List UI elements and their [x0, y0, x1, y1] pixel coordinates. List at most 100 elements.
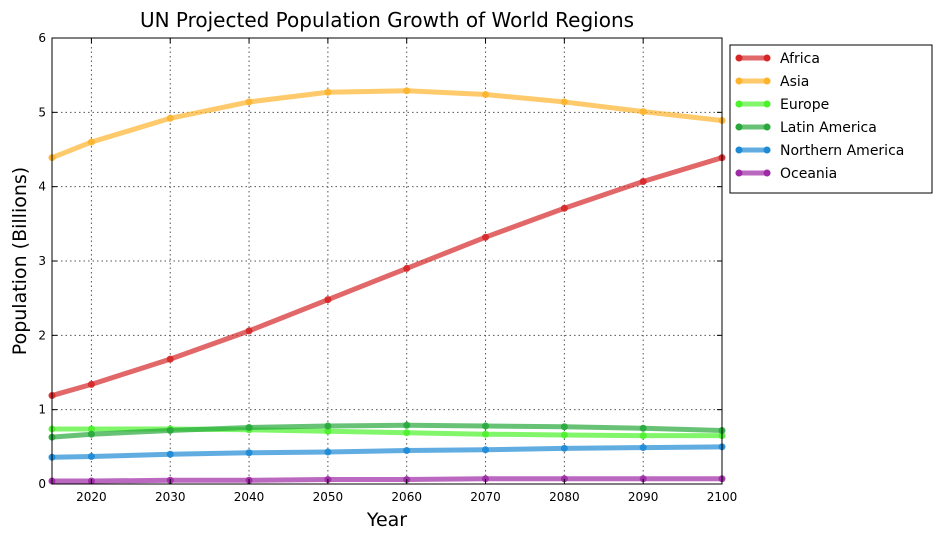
data-point-africa	[166, 355, 174, 363]
series-northern-america	[48, 443, 726, 461]
legend-marker	[763, 146, 771, 154]
series-line-latin-america	[49, 422, 725, 440]
series-layer	[48, 87, 726, 485]
data-point-europe	[482, 430, 490, 438]
data-point-latin-america	[245, 424, 253, 432]
x-tick-label: 2040	[234, 490, 265, 504]
x-tick-label: 2030	[155, 490, 186, 504]
legend-marker	[735, 77, 743, 85]
legend-label: Northern America	[780, 143, 904, 159]
data-point-northern-america	[324, 448, 332, 456]
legend-marker	[735, 169, 743, 177]
legend: Africa Asia Europe Latin America Northern Am…	[729, 44, 933, 194]
legend-label: Asia	[780, 74, 809, 90]
legend-marker	[763, 100, 771, 108]
y-tick-label: 5	[38, 105, 46, 119]
data-point-asia	[482, 90, 490, 98]
legend-marker	[763, 123, 771, 131]
data-point-northern-america	[560, 444, 568, 452]
data-point-asia	[166, 114, 174, 122]
data-point-africa	[482, 233, 490, 241]
data-point-latin-america	[482, 422, 490, 430]
data-point-europe	[560, 431, 568, 439]
series-line-northern-america	[49, 444, 725, 460]
legend-label: Latin America	[780, 120, 877, 136]
y-tick-label: 3	[38, 254, 46, 268]
legend-label: Oceania	[780, 166, 837, 182]
series-latin-america	[48, 421, 726, 441]
legend-item-africa: Africa	[735, 51, 820, 67]
legend-label: Europe	[780, 97, 829, 113]
series-oceania	[48, 475, 726, 485]
data-point-northern-america	[639, 444, 647, 452]
legend-item-oceania: Oceania	[735, 166, 837, 182]
data-point-oceania	[560, 475, 568, 483]
data-point-asia	[87, 138, 95, 146]
legend-item-asia: Asia	[735, 74, 809, 90]
y-tick-label: 0	[38, 477, 46, 491]
x-tick-label: 2100	[707, 490, 738, 504]
series-asia	[48, 87, 726, 162]
legend-item-northern-america: Northern America	[735, 143, 904, 159]
data-point-africa	[560, 204, 568, 212]
data-point-northern-america	[403, 447, 411, 455]
data-point-europe	[403, 429, 411, 437]
data-point-oceania	[639, 475, 647, 483]
axis-ticks: 2020 2030 2040 2050 2060 2070 2080 2090 2100 0 1 2 3…	[38, 31, 737, 504]
data-point-northern-america	[482, 446, 490, 454]
x-tick-label: 2020	[76, 490, 107, 504]
x-tick-label: 2060	[391, 490, 422, 504]
data-point-africa	[324, 296, 332, 304]
data-point-africa	[403, 264, 411, 272]
x-tick-label: 2080	[549, 490, 580, 504]
legend-marker	[735, 146, 743, 154]
chart-title: UN Projected Population Growth of World …	[140, 8, 634, 32]
data-point-africa	[245, 327, 253, 335]
data-point-latin-america	[560, 423, 568, 431]
series-line-oceania	[49, 476, 725, 484]
y-tick-label: 6	[38, 31, 46, 45]
data-point-asia	[245, 98, 253, 106]
series-africa	[48, 154, 726, 400]
data-point-latin-america	[403, 421, 411, 429]
series-line-africa	[49, 155, 725, 399]
data-point-europe	[87, 425, 95, 433]
data-point-europe	[639, 432, 647, 440]
x-tick-label: 2050	[313, 490, 344, 504]
legend-marker	[763, 77, 771, 85]
series-line-europe	[49, 426, 725, 439]
series-line-asia	[49, 88, 725, 161]
data-point-latin-america	[324, 422, 332, 430]
data-point-africa	[639, 177, 647, 185]
data-point-northern-america	[87, 452, 95, 460]
data-point-latin-america	[166, 426, 174, 434]
legend-marker	[735, 54, 743, 62]
legend-marker	[735, 100, 743, 108]
data-point-asia	[403, 87, 411, 95]
y-tick-label: 1	[38, 403, 46, 417]
data-point-asia	[560, 98, 568, 106]
y-tick-label: 4	[38, 180, 46, 194]
legend-item-latin-america: Latin America	[735, 120, 877, 136]
legend-box	[729, 44, 933, 194]
x-tick-label: 2090	[628, 490, 659, 504]
x-tick-label: 2070	[470, 490, 501, 504]
data-point-europe	[324, 427, 332, 435]
legend-label: Africa	[780, 51, 820, 67]
legend-marker	[735, 123, 743, 131]
data-point-northern-america	[245, 449, 253, 457]
y-tick-label: 2	[38, 328, 46, 342]
legend-item-europe: Europe	[735, 97, 829, 113]
legend-marker	[763, 169, 771, 177]
legend-marker	[763, 54, 771, 62]
data-point-latin-america	[87, 430, 95, 438]
data-point-oceania	[482, 475, 490, 483]
data-point-asia	[324, 88, 332, 96]
data-point-africa	[87, 380, 95, 388]
data-point-latin-america	[639, 424, 647, 432]
grid	[52, 37, 723, 485]
y-axis-label: Population (Billions)	[9, 167, 31, 355]
data-point-asia	[639, 108, 647, 116]
x-axis-label: Year	[366, 509, 407, 531]
